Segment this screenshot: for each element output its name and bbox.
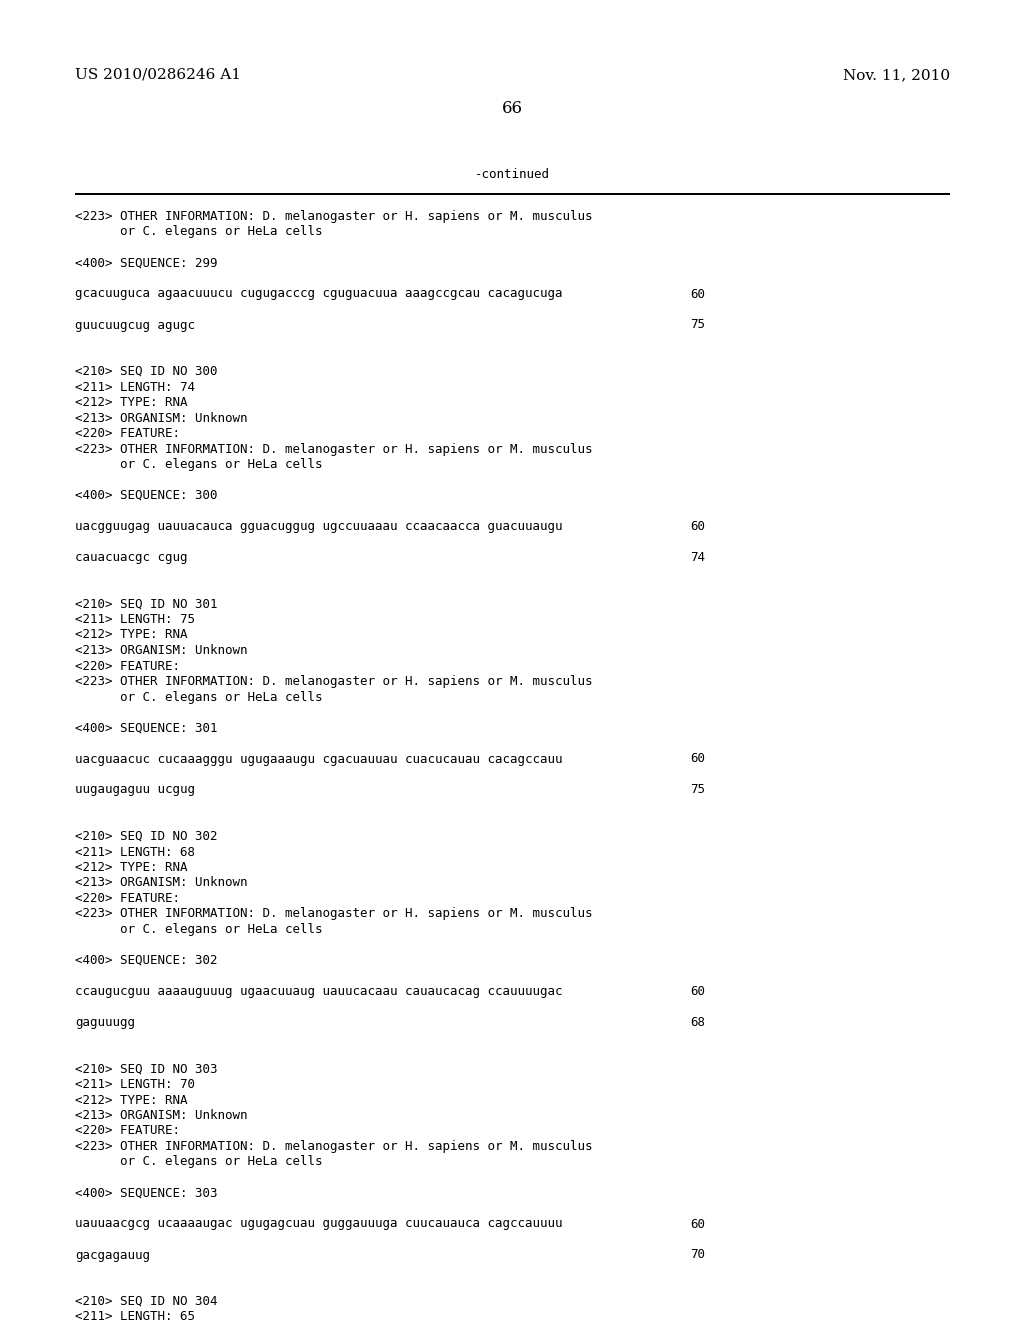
Text: <211> LENGTH: 74: <211> LENGTH: 74 bbox=[75, 380, 195, 393]
Text: <211> LENGTH: 70: <211> LENGTH: 70 bbox=[75, 1078, 195, 1092]
Text: uacguaacuc cucaaagggu ugugaaaugu cgacuauuau cuacucauau cacagccauu: uacguaacuc cucaaagggu ugugaaaugu cgacuau… bbox=[75, 752, 562, 766]
Text: or C. elegans or HeLa cells: or C. elegans or HeLa cells bbox=[75, 458, 323, 471]
Text: guucuugcug agugc: guucuugcug agugc bbox=[75, 318, 195, 331]
Text: <400> SEQUENCE: 302: <400> SEQUENCE: 302 bbox=[75, 954, 217, 968]
Text: <210> SEQ ID NO 302: <210> SEQ ID NO 302 bbox=[75, 830, 217, 843]
Text: or C. elegans or HeLa cells: or C. elegans or HeLa cells bbox=[75, 923, 323, 936]
Text: <212> TYPE: RNA: <212> TYPE: RNA bbox=[75, 628, 187, 642]
Text: <211> LENGTH: 75: <211> LENGTH: 75 bbox=[75, 612, 195, 626]
Text: cauacuacgc cgug: cauacuacgc cgug bbox=[75, 550, 187, 564]
Text: or C. elegans or HeLa cells: or C. elegans or HeLa cells bbox=[75, 226, 323, 239]
Text: <400> SEQUENCE: 299: <400> SEQUENCE: 299 bbox=[75, 256, 217, 269]
Text: 66: 66 bbox=[502, 100, 522, 117]
Text: uacgguugag uauuacauca gguacuggug ugccuuaaau ccaacaacca guacuuaugu: uacgguugag uauuacauca gguacuggug ugccuua… bbox=[75, 520, 562, 533]
Text: gcacuuguca agaacuuucu cugugacccg cguguacuua aaagccgcau cacagucuga: gcacuuguca agaacuuucu cugugacccg cguguac… bbox=[75, 288, 562, 301]
Text: 75: 75 bbox=[690, 784, 705, 796]
Text: <213> ORGANISM: Unknown: <213> ORGANISM: Unknown bbox=[75, 644, 248, 657]
Text: or C. elegans or HeLa cells: or C. elegans or HeLa cells bbox=[75, 1155, 323, 1168]
Text: 60: 60 bbox=[690, 1217, 705, 1230]
Text: <211> LENGTH: 68: <211> LENGTH: 68 bbox=[75, 846, 195, 858]
Text: <212> TYPE: RNA: <212> TYPE: RNA bbox=[75, 1093, 187, 1106]
Text: 74: 74 bbox=[690, 550, 705, 564]
Text: 68: 68 bbox=[690, 1016, 705, 1030]
Text: <213> ORGANISM: Unknown: <213> ORGANISM: Unknown bbox=[75, 1109, 248, 1122]
Text: <220> FEATURE:: <220> FEATURE: bbox=[75, 892, 180, 906]
Text: <220> FEATURE:: <220> FEATURE: bbox=[75, 426, 180, 440]
Text: 75: 75 bbox=[690, 318, 705, 331]
Text: 60: 60 bbox=[690, 752, 705, 766]
Text: <210> SEQ ID NO 303: <210> SEQ ID NO 303 bbox=[75, 1063, 217, 1076]
Text: uauuaacgcg ucaaaaugac ugugagcuau guggauuuga cuucauauca cagccauuuu: uauuaacgcg ucaaaaugac ugugagcuau guggauu… bbox=[75, 1217, 562, 1230]
Text: <212> TYPE: RNA: <212> TYPE: RNA bbox=[75, 396, 187, 409]
Text: 70: 70 bbox=[690, 1249, 705, 1262]
Text: 60: 60 bbox=[690, 520, 705, 533]
Text: <400> SEQUENCE: 301: <400> SEQUENCE: 301 bbox=[75, 722, 217, 734]
Text: <223> OTHER INFORMATION: D. melanogaster or H. sapiens or M. musculus: <223> OTHER INFORMATION: D. melanogaster… bbox=[75, 442, 593, 455]
Text: 60: 60 bbox=[690, 288, 705, 301]
Text: <213> ORGANISM: Unknown: <213> ORGANISM: Unknown bbox=[75, 876, 248, 890]
Text: ccaugucguu aaaauguuug ugaacuuaug uauucacaau cauaucacag ccauuuugac: ccaugucguu aaaauguuug ugaacuuaug uauucac… bbox=[75, 985, 562, 998]
Text: 60: 60 bbox=[690, 985, 705, 998]
Text: US 2010/0286246 A1: US 2010/0286246 A1 bbox=[75, 69, 241, 82]
Text: Nov. 11, 2010: Nov. 11, 2010 bbox=[843, 69, 950, 82]
Text: <220> FEATURE:: <220> FEATURE: bbox=[75, 660, 180, 672]
Text: <213> ORGANISM: Unknown: <213> ORGANISM: Unknown bbox=[75, 412, 248, 425]
Text: gacgagauug: gacgagauug bbox=[75, 1249, 150, 1262]
Text: or C. elegans or HeLa cells: or C. elegans or HeLa cells bbox=[75, 690, 323, 704]
Text: <212> TYPE: RNA: <212> TYPE: RNA bbox=[75, 861, 187, 874]
Text: uugaugaguu ucgug: uugaugaguu ucgug bbox=[75, 784, 195, 796]
Text: <220> FEATURE:: <220> FEATURE: bbox=[75, 1125, 180, 1138]
Text: <223> OTHER INFORMATION: D. melanogaster or H. sapiens or M. musculus: <223> OTHER INFORMATION: D. melanogaster… bbox=[75, 908, 593, 920]
Text: <223> OTHER INFORMATION: D. melanogaster or H. sapiens or M. musculus: <223> OTHER INFORMATION: D. melanogaster… bbox=[75, 210, 593, 223]
Text: -continued: -continued bbox=[474, 168, 550, 181]
Text: <211> LENGTH: 65: <211> LENGTH: 65 bbox=[75, 1311, 195, 1320]
Text: <210> SEQ ID NO 304: <210> SEQ ID NO 304 bbox=[75, 1295, 217, 1308]
Text: <400> SEQUENCE: 300: <400> SEQUENCE: 300 bbox=[75, 488, 217, 502]
Text: <400> SEQUENCE: 303: <400> SEQUENCE: 303 bbox=[75, 1187, 217, 1200]
Text: <210> SEQ ID NO 300: <210> SEQ ID NO 300 bbox=[75, 366, 217, 378]
Text: <210> SEQ ID NO 301: <210> SEQ ID NO 301 bbox=[75, 598, 217, 610]
Text: <223> OTHER INFORMATION: D. melanogaster or H. sapiens or M. musculus: <223> OTHER INFORMATION: D. melanogaster… bbox=[75, 675, 593, 688]
Text: gaguuugg: gaguuugg bbox=[75, 1016, 135, 1030]
Text: <223> OTHER INFORMATION: D. melanogaster or H. sapiens or M. musculus: <223> OTHER INFORMATION: D. melanogaster… bbox=[75, 1140, 593, 1152]
